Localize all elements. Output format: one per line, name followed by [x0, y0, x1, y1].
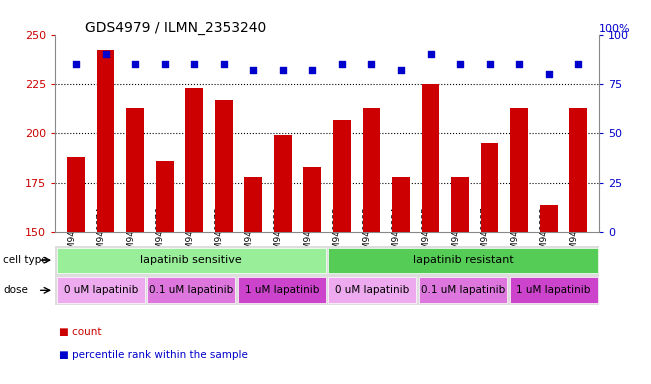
Bar — [392, 177, 410, 232]
Point — [248, 67, 258, 73]
Point — [544, 71, 554, 77]
Point — [100, 51, 111, 58]
Bar — [333, 119, 351, 232]
Bar — [274, 136, 292, 232]
Bar — [303, 167, 321, 232]
Bar — [97, 50, 115, 232]
Bar — [422, 84, 439, 232]
Point — [337, 61, 347, 67]
Text: 0.1 uM lapatinib: 0.1 uM lapatinib — [149, 285, 233, 295]
Bar — [570, 108, 587, 232]
Bar — [244, 177, 262, 232]
Bar — [186, 88, 203, 232]
Point — [396, 67, 406, 73]
Point — [71, 61, 81, 67]
Text: 1 uM lapatinib: 1 uM lapatinib — [516, 285, 591, 295]
Bar — [67, 157, 85, 232]
Text: cell type: cell type — [3, 255, 48, 265]
Text: dose: dose — [3, 285, 28, 295]
Text: ■ percentile rank within the sample: ■ percentile rank within the sample — [59, 350, 247, 360]
Point — [514, 61, 524, 67]
Bar — [156, 161, 174, 232]
Point — [189, 61, 199, 67]
Point — [367, 61, 377, 67]
Text: 0 uM lapatinib: 0 uM lapatinib — [335, 285, 409, 295]
Bar — [540, 205, 557, 232]
Point — [573, 61, 583, 67]
Point — [219, 61, 229, 67]
Text: lapatinib resistant: lapatinib resistant — [413, 255, 514, 265]
Text: 100%: 100% — [599, 23, 631, 33]
Bar — [363, 108, 380, 232]
Bar — [215, 100, 232, 232]
Bar — [510, 108, 528, 232]
Text: GDS4979 / ILMN_2353240: GDS4979 / ILMN_2353240 — [85, 21, 266, 35]
Text: ■ count: ■ count — [59, 327, 101, 337]
Point — [455, 61, 465, 67]
Text: 0.1 uM lapatinib: 0.1 uM lapatinib — [421, 285, 505, 295]
Text: lapatinib sensitive: lapatinib sensitive — [141, 255, 242, 265]
Bar — [126, 108, 144, 232]
Point — [130, 61, 141, 67]
Point — [425, 51, 436, 58]
Text: 1 uM lapatinib: 1 uM lapatinib — [245, 285, 319, 295]
Bar — [451, 177, 469, 232]
Bar — [480, 143, 499, 232]
Point — [484, 61, 495, 67]
Point — [159, 61, 170, 67]
Point — [307, 67, 318, 73]
Text: 0 uM lapatinib: 0 uM lapatinib — [64, 285, 138, 295]
Point — [277, 67, 288, 73]
